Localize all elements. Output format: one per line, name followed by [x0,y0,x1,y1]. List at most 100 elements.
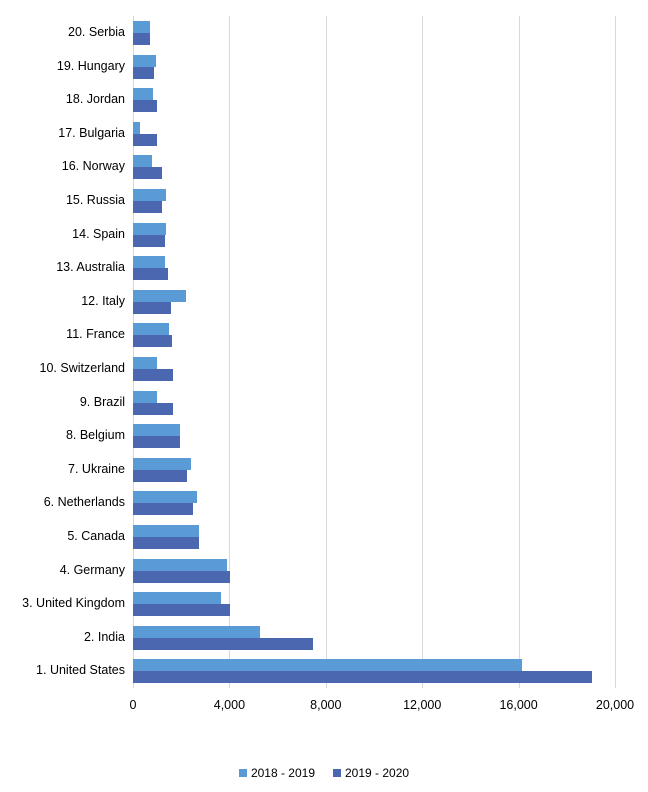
bar-2019-2020 [133,369,174,381]
bar-2019-2020 [133,167,162,180]
bar-2018-2019 [133,54,156,67]
category-label: 4. Germany [59,562,125,577]
gridline [422,16,424,688]
bar-2018-2019 [133,155,152,168]
x-tick-label: 12,000 [403,698,442,712]
bar-2018-2019 [133,289,186,302]
bar-2019-2020 [133,604,230,617]
category-row: 6. Netherlands [44,486,615,520]
gridline [518,16,520,688]
legend-item: 2019 - 2020 [333,766,409,780]
bar-2018-2019 [133,592,222,605]
category-row: 2. India [84,621,615,655]
bar-2019-2020 [133,33,151,45]
legend-item: 2018 - 2019 [238,766,315,780]
gridline [229,16,231,688]
category-row: 1. United States [36,654,615,688]
bar-2018-2019 [133,88,153,101]
bar-2018-2019 [133,189,167,201]
category-label: 1. United States [36,663,125,678]
category-label: 9. Brazil [79,394,125,409]
bar-2018-2019 [133,558,227,571]
gridline [133,16,134,688]
bar-2019-2020 [133,570,230,583]
gridline [325,16,327,688]
category-label: 7. Ukraine [68,461,125,476]
legend-label: 2019 - 2020 [345,766,410,780]
bar-2018-2019 [133,357,157,369]
category-row: 9. Brazil [80,386,615,420]
category-label: 5. Canada [67,529,125,543]
category-row: 5. Canada [67,520,615,554]
bar-2019-2020 [133,100,157,113]
category-label: 20. Serbia [68,25,125,39]
bar-2018-2019 [133,457,191,470]
bar-2018-2019 [133,222,167,235]
bar-2018-2019 [133,424,181,437]
bar-2019-2020 [133,503,193,516]
bar-2019-2020 [133,268,169,281]
bar-2018-2019 [133,323,170,336]
category-label: 17. Bulgaria [58,125,125,140]
category-label: 15. Russia [65,193,125,207]
category-row: 15. Russia [66,184,615,218]
category-label: 19. Hungary [56,58,125,73]
bar-2018-2019 [133,491,197,504]
category-row: 11. France [66,318,615,352]
plot-area: 1. United States 2. India 3. United Kingdo… [22,16,616,688]
category-row: 8. Belgium [66,419,615,453]
category-label: 16. Norway [61,159,125,174]
category-label: 12. Italy [81,293,125,308]
category-row: 10. Switzerland [40,352,615,386]
bar-2018-2019 [133,659,522,672]
category-row: 19. Hungary [57,50,615,84]
category-label: 3. United Kingdom [22,596,125,611]
bar-2018-2019 [133,256,166,269]
category-row: 20. Serbia [68,16,615,50]
bar-2019-2020 [133,201,162,213]
category-label: 10. Switzerland [39,361,125,375]
legend: 2018 - 2019 2019 - 2020 [0,766,648,780]
category-label: 18. Jordan [65,92,125,107]
category-row: 14. Spain [72,218,615,252]
bar-2019-2020 [133,469,188,482]
category-row: 3. United Kingdom [22,587,615,621]
x-tick-label: 16,000 [499,698,538,712]
category-row: 16. Norway [62,150,615,184]
category-row: 4. Germany [60,554,615,588]
bar-2018-2019 [133,21,151,33]
bar-2019-2020 [133,234,166,247]
bar-2019-2020 [133,537,199,549]
category-label: 8. Belgium [65,428,125,443]
category-label: 2. India [83,629,125,644]
bar-2019-2020 [133,66,154,79]
legend-label: 2018 - 2019 [250,766,315,780]
category-row: 13. Australia [56,251,615,285]
bar-2019-2020 [133,402,174,415]
category-label: 11. France [66,327,125,342]
category-label: 14. Spain [72,226,125,241]
bar-2018-2019 [133,625,261,638]
bar-2019-2020 [133,637,313,650]
x-tick-label: 4,000 [213,698,246,712]
category-label: 13. Australia [56,260,125,275]
category-row: 12. Italy [81,285,615,319]
bar-2019-2020 [133,133,157,146]
bar-2019-2020 [133,436,181,449]
bar-2018-2019 [133,121,140,134]
x-tick-label: 0 [129,698,137,712]
x-tick-label: 8,000 [310,698,342,712]
bar-2019-2020 [133,335,173,348]
category-row: 17. Bulgaria [58,117,615,151]
bar-2018-2019 [133,390,157,403]
bar-2018-2019 [133,525,199,537]
bar-2019-2020 [133,301,172,314]
bar-2019-2020 [133,671,593,684]
gridline [615,16,616,688]
x-tick-label: 20,000 [595,698,635,712]
legend-swatch-icon [333,769,341,777]
legend-swatch-icon [238,769,247,777]
category-row: 18. Jordan [66,83,615,117]
category-row: 7. Ukraine [68,453,615,487]
category-label: 6. Netherlands [43,495,125,510]
